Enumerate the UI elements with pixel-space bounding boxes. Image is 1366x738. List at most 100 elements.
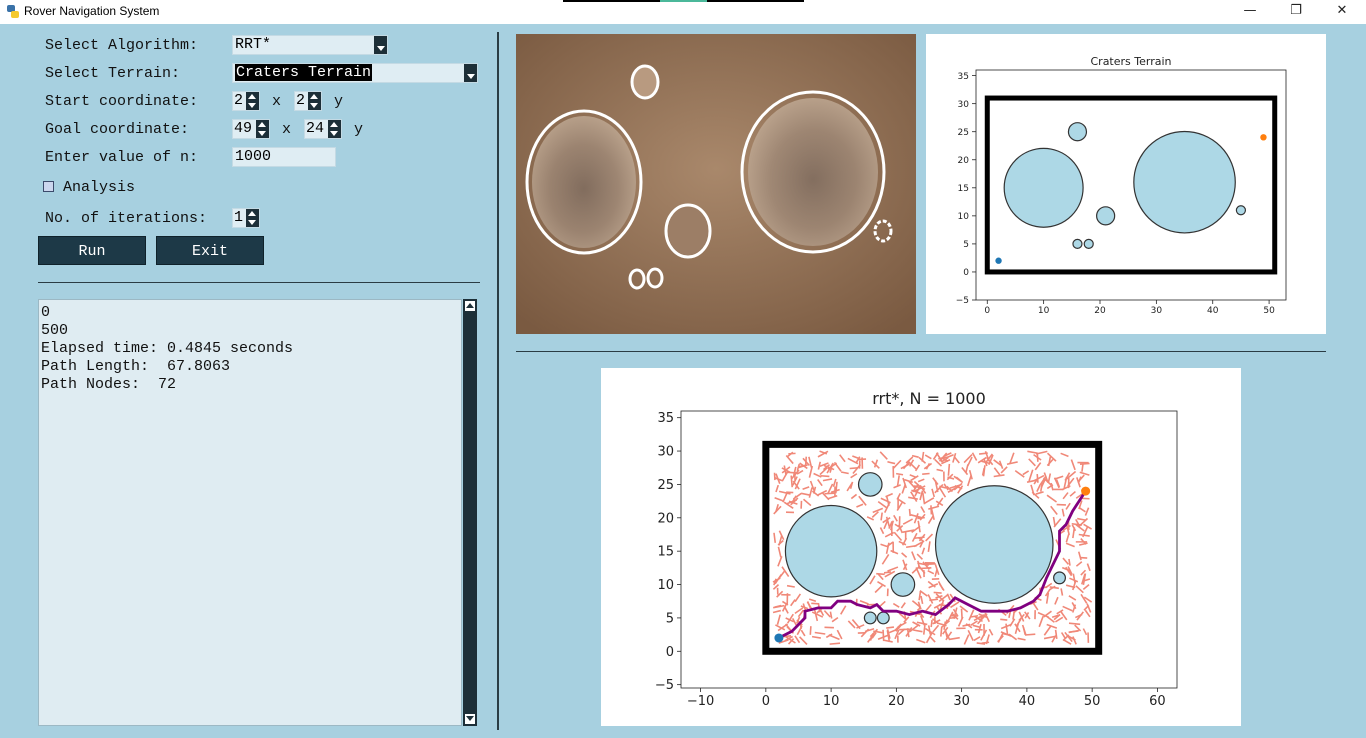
tree-edge bbox=[1075, 523, 1085, 532]
tree-edge bbox=[984, 612, 990, 623]
tree-edge bbox=[880, 512, 883, 521]
tree-edge bbox=[1026, 479, 1037, 483]
tree-edge bbox=[1082, 628, 1088, 636]
tree-edge bbox=[775, 503, 779, 513]
tree-edge bbox=[993, 459, 1003, 467]
tree-edge bbox=[946, 593, 951, 601]
minimize-button[interactable]: — bbox=[1243, 3, 1257, 18]
output-textarea[interactable]: 0 500 Elapsed time: 0.4845 seconds Path … bbox=[38, 299, 462, 726]
tree-edge bbox=[892, 459, 902, 470]
tree-edge bbox=[938, 593, 949, 602]
start-x-spinbox[interactable]: 2 bbox=[232, 91, 260, 111]
goal-x-spinbox[interactable]: 49 bbox=[232, 119, 270, 139]
tree-edge bbox=[778, 639, 789, 644]
tree-edge bbox=[882, 629, 885, 642]
tree-edge bbox=[985, 453, 994, 463]
tree-edge bbox=[787, 451, 794, 458]
scroll-down-icon[interactable] bbox=[465, 714, 475, 724]
y-tick-label: 5 bbox=[963, 240, 969, 250]
tree-edge bbox=[1044, 588, 1051, 597]
tree-edge bbox=[1076, 611, 1084, 621]
tree-edge bbox=[939, 599, 945, 611]
tree-edge bbox=[840, 605, 847, 615]
restore-button[interactable]: ❐ bbox=[1290, 3, 1302, 18]
y-tick-label: 35 bbox=[657, 411, 674, 426]
spin-arrows-icon[interactable] bbox=[256, 120, 269, 138]
output-scrollbar[interactable] bbox=[463, 299, 477, 726]
tree-edge bbox=[825, 633, 833, 639]
goal-y-spinbox[interactable]: 24 bbox=[304, 119, 342, 139]
x-tick-label: 0 bbox=[762, 694, 770, 709]
tree-edge bbox=[847, 457, 859, 465]
iterations-spinbox[interactable]: 1 bbox=[232, 208, 260, 228]
tree-edge bbox=[910, 514, 922, 519]
algorithm-select[interactable]: RRT* bbox=[232, 35, 388, 55]
tree-edge bbox=[817, 479, 823, 487]
tree-edge bbox=[1033, 474, 1045, 482]
tree-edge bbox=[808, 456, 813, 468]
start-y-spinbox[interactable]: 2 bbox=[294, 91, 322, 111]
tree-edge bbox=[850, 473, 858, 479]
tree-edge bbox=[1035, 491, 1044, 495]
tree-edge bbox=[773, 578, 777, 586]
tree-edge bbox=[794, 607, 804, 615]
tree-edge bbox=[1034, 462, 1042, 471]
tree-edge bbox=[791, 476, 798, 486]
tree-edge bbox=[800, 605, 809, 610]
spin-arrows-icon[interactable] bbox=[246, 209, 259, 227]
tree-edge bbox=[914, 485, 921, 497]
tree-edge bbox=[884, 570, 896, 578]
analysis-checkbox[interactable] bbox=[43, 181, 54, 192]
exit-button[interactable]: Exit bbox=[156, 236, 264, 265]
tree-edge bbox=[885, 492, 893, 498]
chevron-down-icon[interactable] bbox=[464, 64, 477, 82]
tree-edge bbox=[1038, 475, 1047, 487]
y-tick-label: 0 bbox=[963, 268, 969, 278]
x-tick-label: 20 bbox=[1094, 306, 1106, 316]
tree-edge bbox=[909, 624, 920, 633]
tree-edge bbox=[790, 475, 794, 488]
tree-edge bbox=[1065, 566, 1073, 577]
tree-edge bbox=[794, 593, 802, 603]
tree-edge bbox=[800, 492, 811, 496]
n-input[interactable]: 1000 bbox=[232, 147, 336, 167]
spin-arrows-icon[interactable] bbox=[308, 92, 321, 110]
x-tick-label: 50 bbox=[1084, 694, 1101, 709]
tree-edge bbox=[874, 584, 883, 594]
tree-edge bbox=[856, 503, 864, 508]
tree-edge bbox=[910, 491, 918, 503]
planned-path bbox=[778, 490, 1087, 640]
chevron-down-icon[interactable] bbox=[374, 36, 387, 54]
tree-edge bbox=[824, 492, 835, 495]
x-tick-label: 60 bbox=[1149, 694, 1166, 709]
tree-edge bbox=[774, 477, 783, 482]
tree-edge bbox=[1046, 623, 1058, 629]
tree-edge bbox=[970, 620, 978, 627]
tree-edge bbox=[851, 619, 861, 630]
terrain-select[interactable]: Craters Terrain bbox=[232, 63, 478, 83]
tree-edge bbox=[877, 573, 884, 581]
tree-edge bbox=[800, 629, 806, 637]
chart-title: rrt*, N = 1000 bbox=[872, 389, 986, 408]
tree-edge bbox=[898, 499, 906, 505]
x-tick-label: 30 bbox=[1151, 306, 1163, 316]
tree-edge bbox=[831, 616, 839, 623]
spin-arrows-icon[interactable] bbox=[328, 120, 341, 138]
scroll-up-icon[interactable] bbox=[465, 301, 475, 311]
rrt-tree bbox=[772, 450, 1093, 645]
tree-edge bbox=[808, 465, 814, 478]
close-button[interactable]: ✕ bbox=[1336, 3, 1348, 18]
tree-edge bbox=[892, 602, 900, 608]
tree-edge bbox=[1035, 450, 1048, 455]
spin-arrows-icon[interactable] bbox=[246, 92, 259, 110]
tree-edge bbox=[1070, 459, 1076, 471]
tree-edge bbox=[796, 469, 804, 475]
tree-edge bbox=[913, 513, 919, 524]
tree-edge bbox=[1077, 517, 1086, 521]
tree-edge bbox=[839, 454, 846, 463]
run-button[interactable]: Run bbox=[38, 236, 146, 265]
tree-edge bbox=[918, 591, 922, 601]
tree-edge bbox=[937, 581, 944, 591]
y-tick-label: 15 bbox=[657, 545, 674, 560]
tree-edge bbox=[832, 478, 837, 487]
